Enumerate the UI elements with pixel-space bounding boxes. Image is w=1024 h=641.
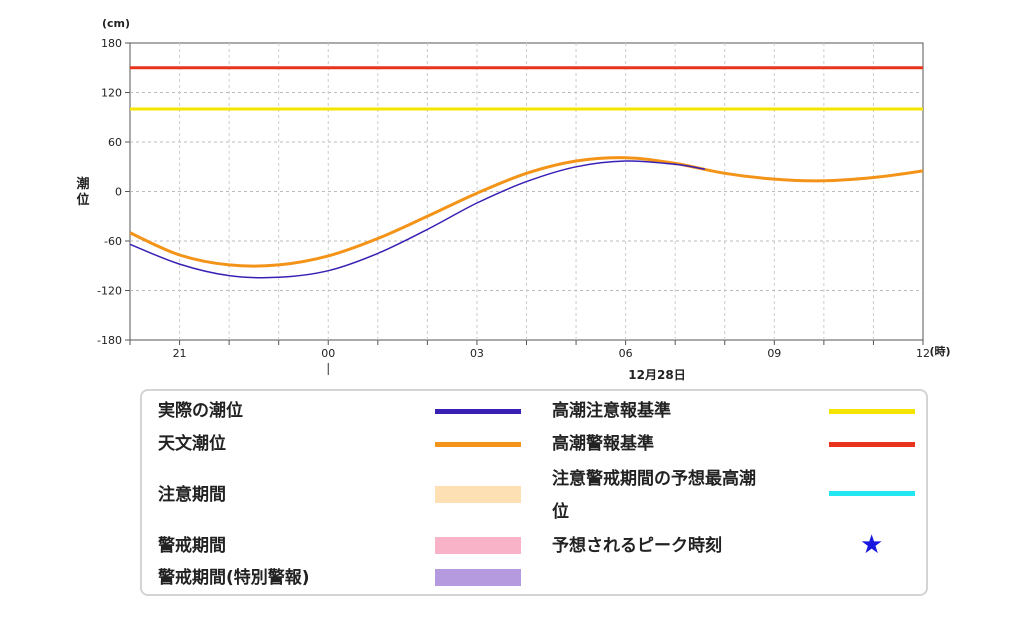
y-tick-label: 120: [101, 87, 122, 100]
series-actual-tide-line: [130, 160, 706, 279]
legend-item-warning-period: 警戒期間: [158, 531, 226, 561]
legend-item-caution-period: 注意期間: [158, 480, 226, 510]
x-tick-label: 03: [470, 347, 484, 360]
y-axis-label: 潮位: [76, 176, 89, 208]
series-astronomical-tide-line: [130, 156, 923, 268]
legend-item-special-warning-period: 警戒期間(特別警報): [158, 563, 310, 593]
y-tick-label: -60: [104, 235, 122, 248]
legend-swatch-astronomical-tide: [435, 442, 521, 447]
legend-label: 注意期間: [158, 485, 226, 505]
legend-item-actual-tide: 実際の潮位: [158, 396, 243, 426]
legend-label: 注意警戒期間の予想最高潮: [552, 469, 756, 489]
x-tick-label: 06: [619, 347, 633, 360]
legend-item-advisory-level: 高潮注意報基準: [552, 396, 671, 426]
legend-label-continued: 位: [552, 502, 569, 522]
x-unit-label: (時): [929, 344, 950, 358]
tide-chart: 180120600-60-120-180210003060912151812月2…: [76, 17, 950, 382]
x-tick-label: 12: [916, 347, 930, 360]
y-tick-label: -180: [97, 334, 122, 347]
legend-box: 実際の潮位 天文潮位 注意期間 警戒期間 警戒期間(特別警報) 高潮注意報基準 …: [140, 389, 928, 596]
legend-swatch-actual-tide: [435, 409, 521, 414]
legend-swatch-warning-period: [435, 537, 521, 554]
legend-item-astronomical-tide: 天文潮位: [158, 429, 226, 459]
legend-label: 天文潮位: [158, 434, 226, 454]
legend-label: 実際の潮位: [158, 401, 243, 421]
legend-label: 予想されるピーク時刻: [552, 536, 722, 556]
y-tick-label: -120: [97, 285, 122, 298]
legend-label: 高潮警報基準: [552, 434, 654, 454]
y-tick-label: 0: [115, 186, 122, 199]
date-label: 12月28日: [628, 368, 685, 382]
legend-label: 警戒期間: [158, 536, 226, 556]
y-tick-label: 60: [108, 136, 122, 149]
x-tick-label: 00: [321, 347, 335, 360]
legend-label: 高潮注意報基準: [552, 401, 671, 421]
legend-swatch-warning-level: [829, 442, 915, 447]
legend-swatch-advisory-level: [829, 409, 915, 414]
legend-label: 警戒期間(特別警報): [158, 568, 310, 588]
y-tick-label: 180: [101, 37, 122, 50]
legend-swatch-caution-period: [435, 486, 521, 503]
legend-swatch-forecast-max-tide: [829, 491, 915, 496]
peak-star-icon: ★: [860, 530, 884, 560]
legend-swatch-special-warning-period: [435, 569, 521, 586]
legend-item-warning-level: 高潮警報基準: [552, 429, 654, 459]
legend-item-forecast-max-tide: 注意警戒期間の予想最高潮 位: [552, 463, 756, 529]
x-tick-label: 21: [173, 347, 187, 360]
y-unit-label: (cm): [102, 17, 130, 30]
x-tick-label: 09: [767, 347, 781, 360]
legend-item-peak-time: 予想されるピーク時刻: [552, 531, 722, 561]
